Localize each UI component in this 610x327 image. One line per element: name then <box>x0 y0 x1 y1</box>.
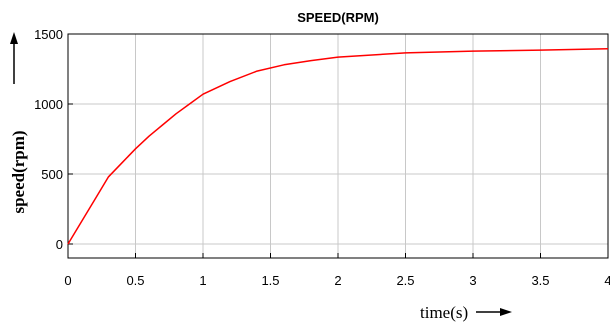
x-axis-arrow-head <box>500 308 512 316</box>
y-axis-label-group: speed(rpm) <box>9 32 28 214</box>
x-tick-label-0: 0 <box>64 273 71 288</box>
x-tick-label-1: 0.5 <box>126 273 144 288</box>
y-axis-arrow-head <box>10 32 18 44</box>
y-tick-label-0: 0 <box>56 237 63 252</box>
y-axis-label: speed(rpm) <box>9 130 28 213</box>
plot-area-group: 0 0.5 1 1.5 2 2.5 3 3.5 4 0 500 1000 1500 <box>34 27 610 288</box>
x-tick-label-2: 1 <box>199 273 206 288</box>
x-axis-label: time(s) <box>420 303 468 322</box>
x-tick-label-6: 3 <box>469 273 476 288</box>
x-tick-label-7: 3.5 <box>531 273 549 288</box>
x-tick-label-3: 1.5 <box>261 273 279 288</box>
x-tick-label-8: 4 <box>604 273 610 288</box>
x-tick-label-4: 2 <box>334 273 341 288</box>
chart-title: SPEED(RPM) <box>297 10 379 25</box>
y-tick-label-3: 1500 <box>34 27 63 42</box>
y-tick-label-1: 500 <box>41 167 63 182</box>
speed-line-series-0 <box>67 47 609 245</box>
x-axis-label-group: time(s) <box>420 303 512 322</box>
x-tick-label-5: 2.5 <box>396 273 414 288</box>
y-tick-label-2: 1000 <box>34 97 63 112</box>
